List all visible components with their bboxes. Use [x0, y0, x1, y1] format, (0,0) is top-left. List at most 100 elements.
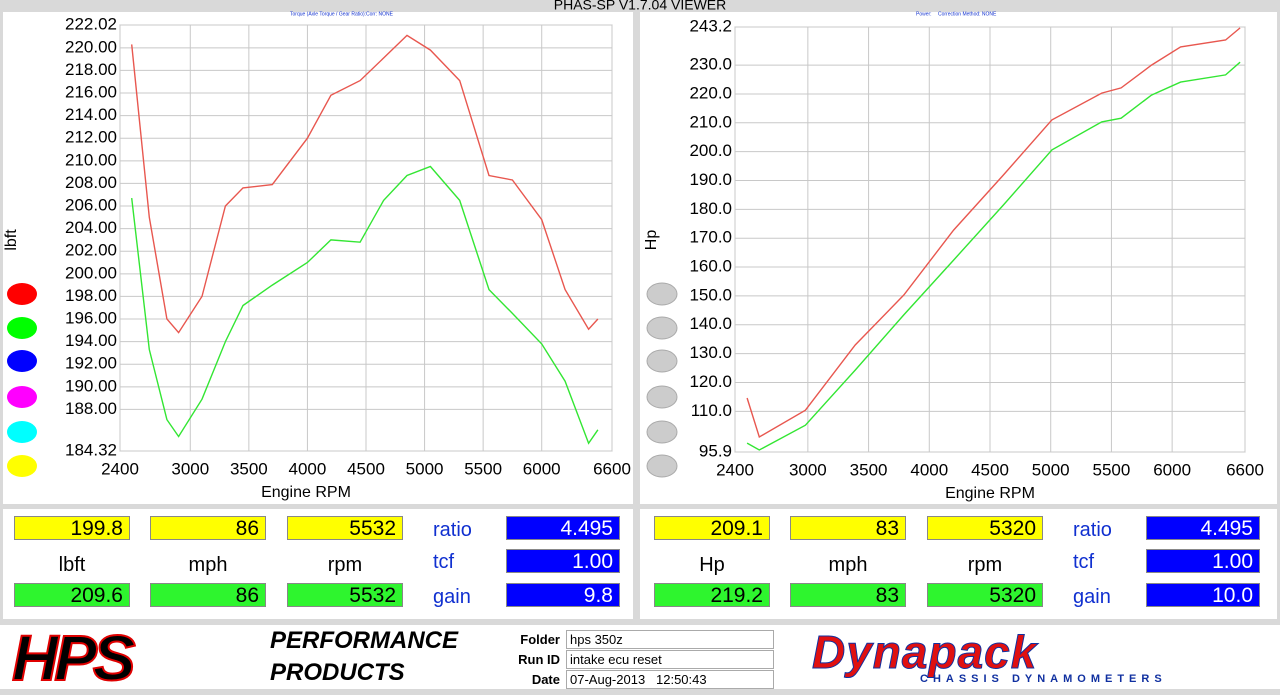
value-box: 5532	[287, 583, 403, 607]
run-dot[interactable]	[7, 350, 37, 372]
run-dot[interactable]	[7, 317, 37, 339]
torque-line	[746, 61, 1241, 451]
y-tick-label: 120.0	[689, 372, 732, 391]
value-box: 209.6	[14, 583, 130, 607]
run-dot[interactable]	[7, 455, 37, 477]
param-box: 4.495	[1146, 516, 1260, 540]
unit-label: mph	[188, 554, 228, 576]
y-axis-label: Hp	[643, 230, 660, 251]
run-dot[interactable]	[7, 386, 37, 408]
y-tick-label: 210.00	[65, 150, 117, 169]
y-tick-label: 206.00	[65, 196, 117, 215]
y-tick-label: 200.00	[65, 263, 117, 282]
info: Corr: NONE	[366, 11, 394, 17]
value-box: 5320	[927, 516, 1043, 540]
x-tick-label: 2400	[101, 459, 139, 478]
x-tick-label: 5000	[1032, 460, 1070, 479]
run-dot[interactable]	[646, 420, 678, 444]
y-tick-label: 204.00	[65, 218, 117, 237]
unit-label: mph	[828, 554, 868, 576]
field-value: hps 350z	[566, 630, 774, 649]
x-tick-label: 3000	[171, 459, 209, 478]
param-label: gain	[433, 586, 471, 608]
x-tick-label: 4500	[971, 460, 1009, 479]
brand: Dynapack	[811, 626, 1038, 679]
y-tick-label: 140.0	[689, 314, 732, 333]
x-tick-label: 6000	[1153, 460, 1191, 479]
y-tick-label: 208.00	[65, 173, 117, 192]
y-tick-label: 214.00	[65, 105, 117, 124]
run-dot[interactable]	[646, 454, 678, 478]
value-box: 83	[790, 516, 906, 540]
y-axis-label: lbft	[3, 229, 20, 251]
y-tick-label: 184.32	[65, 440, 117, 459]
run-dot[interactable]	[7, 283, 37, 305]
value-box: 86	[150, 583, 266, 607]
x-tick-label: 5500	[464, 459, 502, 478]
y-tick-label: 130.0	[689, 343, 732, 362]
param-box: 9.8	[506, 583, 620, 607]
y-tick-label: 222.02	[65, 14, 117, 33]
y-tick-label: 212.00	[65, 128, 117, 147]
info: Correction Method: NONE	[938, 11, 997, 17]
y-tick-label: 110.0	[691, 401, 732, 420]
y-tick-label: 180.0	[689, 199, 732, 218]
y-tick-label: 170.0	[689, 228, 732, 247]
footer: HPS PERFORMANCE PRODUCTS Folder hps 350z…	[0, 621, 1280, 695]
param-label: gain	[1073, 586, 1111, 608]
unit-label: Hp	[699, 554, 725, 576]
field-label: Run ID	[518, 652, 560, 667]
x-axis-label: Engine RPM	[945, 485, 1035, 502]
x-tick-label: 5000	[406, 459, 444, 478]
field-label: Folder	[520, 632, 560, 647]
torque-line	[131, 165, 599, 445]
run-dot[interactable]	[7, 421, 37, 443]
param-label: ratio	[433, 519, 472, 541]
brand-sub: CHASSIS DYNAMOMETERS	[920, 673, 1167, 685]
run-dots	[7, 282, 678, 478]
param-label: ratio	[1073, 519, 1112, 541]
x-axis-label: Engine RPM	[261, 484, 351, 501]
y-tick-label: 220.00	[65, 37, 117, 56]
y-tick-label: 192.00	[65, 354, 117, 373]
run-dot[interactable]	[646, 282, 678, 306]
torque-line	[746, 27, 1241, 439]
right-panel	[640, 12, 1277, 504]
x-tick-label: 3000	[789, 460, 827, 479]
run-dot[interactable]	[646, 349, 678, 373]
x-tick-label: 3500	[850, 460, 888, 479]
value-box: 5532	[287, 516, 403, 540]
param-box: 4.495	[506, 516, 620, 540]
value-box: 5320	[927, 583, 1043, 607]
info: Torque (Axle Torque / Gear Ratio):	[290, 11, 366, 17]
readouts: 199.8 86 5532 lbft mph rpm 209.6 86 5532 ratio 4.4…	[0, 505, 1280, 623]
x-tick-label: 3500	[230, 459, 268, 478]
logo-text: PRODUCTS	[270, 659, 405, 686]
value-box: 199.8	[14, 516, 130, 540]
unit-label: lbft	[58, 554, 86, 576]
x-tick-label: 4000	[910, 460, 948, 479]
unit-label: rpm	[327, 554, 363, 576]
run-dot[interactable]	[646, 385, 678, 409]
value-box: 83	[790, 583, 906, 607]
y-tick-label: 230.0	[689, 55, 732, 74]
field-value: intake ecu reset	[566, 650, 774, 669]
param-box: 1.00	[1146, 549, 1260, 573]
app-title: PHAS-SP V1.7.04 VIEWER	[554, 0, 726, 13]
field-value: 07-Aug-2013 12:50:43	[566, 670, 774, 689]
info: Power:	[916, 11, 932, 17]
y-tick-label: 218.00	[65, 60, 117, 79]
param-label: tcf	[1073, 551, 1095, 573]
value-box: 209.1	[654, 516, 770, 540]
x-tick-label: 4000	[289, 459, 327, 478]
charts: PHAS-SP V1.7.04 VIEWER Torque (Axle Torq…	[3, 0, 1277, 504]
y-tick-label: 188.00	[65, 399, 117, 418]
field-label: Date	[531, 672, 560, 687]
torque-line	[131, 34, 599, 334]
param-label: tcf	[433, 551, 455, 573]
param-box: 1.00	[506, 549, 620, 573]
value-box: 86	[150, 516, 266, 540]
logo-text: PERFORMANCE	[270, 627, 459, 654]
run-dot[interactable]	[646, 316, 678, 340]
